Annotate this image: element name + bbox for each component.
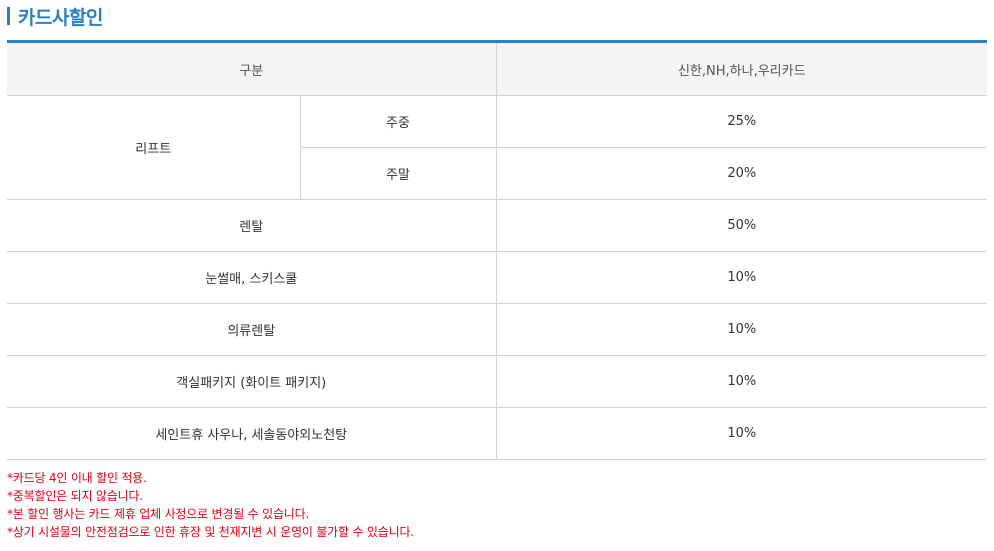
card-discount-table: 구분 신한,NH,하나,우리카드 리프트 주중 25% 주말 20% 렌탈 50… — [7, 40, 988, 460]
table-row: 눈썰매, 스키스쿨 10% — [7, 251, 988, 304]
notice-item: *카드당 4인 이내 할인 적용. — [7, 471, 147, 485]
table-header-row: 구분 신한,NH,하나,우리카드 — [7, 41, 988, 96]
lift-weekend-label: 주말 — [299, 147, 497, 200]
lift-weekday-value: 25% — [495, 95, 988, 148]
row-value: 50% — [495, 199, 988, 252]
table-row: 주말 20% — [7, 147, 988, 200]
table-row: 렌탈 50% — [7, 199, 988, 252]
row-label: 세인트휴 사우나, 세솔동야외노천탕 — [7, 407, 497, 460]
lift-label: 리프트 — [7, 95, 300, 200]
lift-weekday-label: 주중 — [299, 95, 497, 148]
table-row: 객실패키지 (화이트 패키지) 10% — [7, 355, 988, 408]
notice-item: *상기 시설물의 안전점검으로 인한 휴장 및 천재지변 시 운영이 불가할 수… — [7, 525, 414, 539]
row-label: 눈썰매, 스키스쿨 — [7, 251, 497, 304]
title-accent-bar — [7, 7, 10, 25]
row-value: 10% — [495, 251, 988, 304]
row-label: 렌탈 — [7, 199, 497, 252]
section-header: 카드사할인 — [7, 4, 103, 29]
row-label: 의류렌탈 — [7, 303, 497, 356]
table-row: 리프트 주중 25% — [7, 95, 988, 200]
row-value: 10% — [495, 303, 988, 356]
table-row: 의류렌탈 10% — [7, 303, 988, 356]
notice-item: *본 할인 행사는 카드 제휴 업체 사정으로 변경될 수 있습니다. — [7, 507, 310, 521]
lift-weekend-value: 20% — [495, 147, 988, 200]
notice-list: *카드당 4인 이내 할인 적용. *중복할인은 되지 않습니다. *본 할인 … — [7, 469, 414, 541]
row-label: 객실패키지 (화이트 패키지) — [7, 355, 497, 408]
page-title: 카드사할인 — [18, 6, 103, 29]
table-row: 세인트휴 사우나, 세솔동야외노천탕 10% — [7, 407, 988, 460]
notice-item: *중복할인은 되지 않습니다. — [7, 489, 143, 503]
header-category: 구분 — [7, 41, 497, 96]
header-cards: 신한,NH,하나,우리카드 — [495, 41, 988, 96]
row-value: 10% — [495, 355, 988, 408]
row-value: 10% — [495, 407, 988, 460]
